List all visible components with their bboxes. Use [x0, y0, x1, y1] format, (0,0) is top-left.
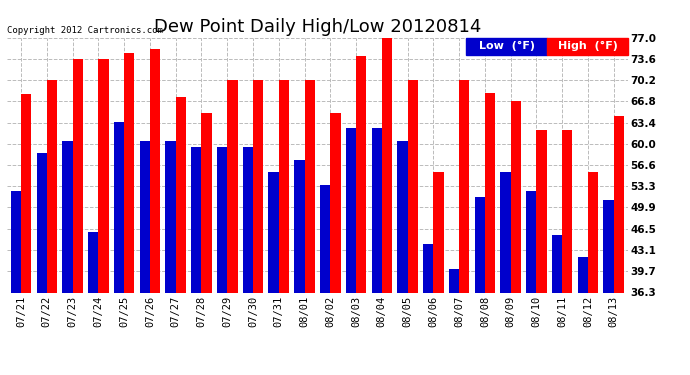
Bar	[536, 130, 546, 375]
Bar	[47, 80, 57, 375]
Bar	[279, 80, 289, 375]
Bar	[475, 197, 485, 375]
Bar	[88, 232, 99, 375]
Bar	[356, 56, 366, 375]
Bar	[268, 172, 279, 375]
Bar	[72, 59, 83, 375]
Bar	[21, 94, 31, 375]
Bar	[562, 130, 573, 375]
Bar	[150, 49, 160, 375]
Bar	[448, 269, 459, 375]
Bar	[382, 38, 392, 375]
Bar	[227, 80, 237, 375]
Text: Copyright 2012 Cartronics.com: Copyright 2012 Cartronics.com	[7, 26, 163, 35]
Bar	[166, 141, 176, 375]
Bar	[578, 257, 588, 375]
Bar	[217, 147, 227, 375]
Bar	[253, 80, 264, 375]
Bar	[433, 172, 444, 375]
Bar	[459, 80, 469, 375]
Bar	[294, 160, 304, 375]
Bar	[346, 128, 356, 375]
Bar	[37, 153, 47, 375]
Bar	[124, 53, 135, 375]
Bar	[331, 112, 341, 375]
Bar	[604, 200, 613, 375]
Bar	[139, 141, 150, 375]
Bar	[485, 93, 495, 375]
Bar	[176, 97, 186, 375]
Bar	[613, 117, 624, 375]
Bar	[99, 59, 109, 375]
Bar	[320, 185, 331, 375]
Bar	[500, 172, 511, 375]
Bar	[588, 172, 598, 375]
Bar	[201, 112, 212, 375]
Bar	[526, 191, 536, 375]
Bar	[511, 101, 521, 375]
Bar	[397, 141, 408, 375]
Bar	[304, 80, 315, 375]
Bar	[114, 122, 124, 375]
Bar	[243, 147, 253, 375]
Bar	[11, 191, 21, 375]
Bar	[191, 147, 201, 375]
Bar	[408, 80, 418, 375]
Bar	[423, 244, 433, 375]
Title: Dew Point Daily High/Low 20120814: Dew Point Daily High/Low 20120814	[154, 18, 481, 36]
Bar	[371, 128, 382, 375]
Bar	[552, 235, 562, 375]
Bar	[62, 141, 72, 375]
